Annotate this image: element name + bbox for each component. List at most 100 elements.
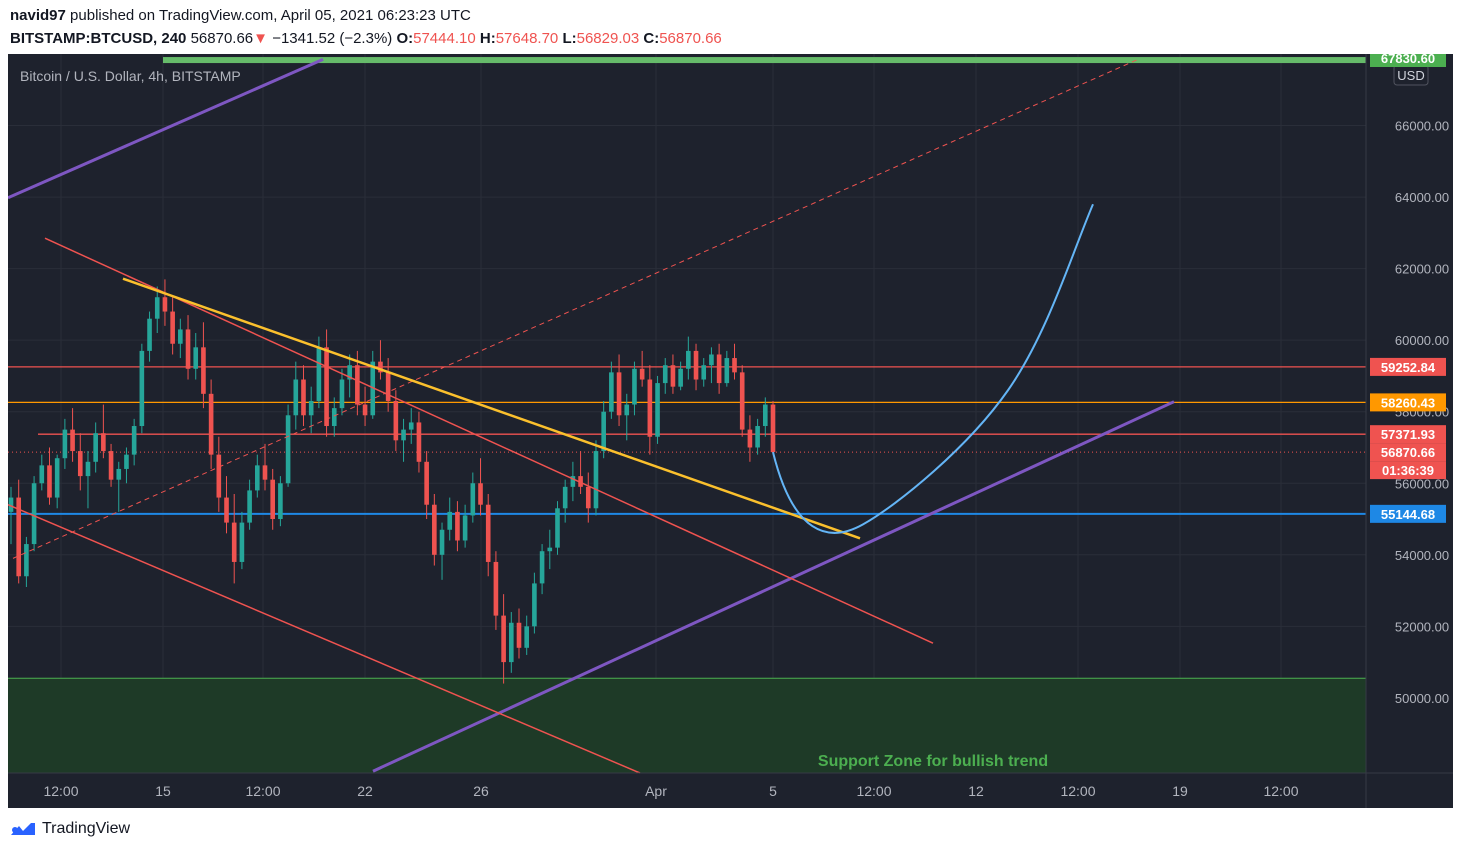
- candle: [231, 493, 237, 584]
- candle: [47, 447, 52, 505]
- candle: [216, 436, 222, 512]
- candle: [77, 433, 83, 491]
- candle: [85, 451, 91, 509]
- candle: [101, 404, 106, 459]
- candle-body: [170, 311, 175, 344]
- candle-body: [162, 297, 168, 312]
- candle: [8, 486, 14, 545]
- author-name[interactable]: navid97: [10, 7, 66, 24]
- candle: [393, 390, 399, 452]
- x-tick-label: 12:00: [1060, 783, 1095, 799]
- candle-body: [193, 347, 199, 369]
- candle-body: [47, 465, 52, 498]
- top-green-band: [163, 57, 1366, 64]
- candle-body: [532, 583, 537, 627]
- candle-body: [493, 561, 499, 616]
- candle: [24, 536, 29, 587]
- candle: [154, 286, 160, 334]
- candle-body: [555, 508, 560, 548]
- candle: [693, 343, 699, 391]
- price-label-badge: [1370, 49, 1446, 67]
- high-label: H:: [479, 30, 496, 47]
- tradingview-logo-icon: [11, 823, 35, 835]
- candle: [439, 522, 445, 580]
- candle: [201, 322, 206, 409]
- candle-body: [39, 465, 45, 484]
- candle: [555, 501, 560, 555]
- candle-body: [254, 465, 260, 491]
- candle-body: [401, 429, 406, 441]
- purple-lower-trendline: [372, 400, 1175, 773]
- candle: [493, 551, 499, 630]
- candle: [301, 365, 306, 427]
- candle: [639, 350, 645, 387]
- candle: [485, 493, 491, 577]
- purple-upper-trendline: [7, 57, 324, 200]
- support-zone-rect: [8, 678, 1366, 773]
- symbol-label: BITSTAMP:BTCUSD, 240: [10, 30, 187, 47]
- candle: [147, 311, 152, 362]
- candle-body: [485, 504, 491, 562]
- yellow-trendline: [122, 277, 861, 540]
- low-label: L:: [562, 30, 577, 47]
- y-tick-label: 62000.00: [1395, 262, 1449, 277]
- tradingview-footer[interactable]: TradingView: [10, 820, 130, 838]
- candle-body: [739, 372, 745, 430]
- candle-body: [470, 483, 476, 516]
- candle-body: [647, 379, 653, 437]
- close-label: C:: [643, 30, 660, 47]
- price-chart[interactable]: Support Zone for bullish trend Bitcoin / …: [7, 49, 1453, 808]
- candle: [616, 354, 622, 427]
- candle: [124, 447, 129, 484]
- candle: [462, 504, 468, 548]
- candle-body: [747, 429, 753, 448]
- candle: [362, 386, 368, 427]
- candle: [93, 422, 98, 473]
- candle-body: [662, 365, 668, 384]
- y-tick-label: 64000.00: [1395, 190, 1449, 205]
- candle: [724, 350, 730, 387]
- tradingview-brand: TradingView: [42, 820, 131, 837]
- candle-body: [385, 372, 391, 401]
- candle-body: [124, 454, 129, 469]
- candle-body: [77, 451, 83, 477]
- candle: [178, 318, 183, 359]
- change-value: −1341.52 (−2.3%): [272, 30, 393, 47]
- candle-body: [378, 361, 383, 373]
- candle: [378, 340, 383, 380]
- x-tick-label: 12:00: [856, 783, 891, 799]
- candle-body: [270, 479, 276, 520]
- candle: [701, 358, 707, 387]
- chart-area[interactable]: Support Zone for bullish trend Bitcoin / …: [7, 49, 1453, 808]
- candle-body: [524, 626, 530, 648]
- candle-body: [562, 486, 568, 509]
- candle-body: [54, 458, 60, 498]
- candle-body: [85, 461, 91, 477]
- candle: [416, 411, 422, 473]
- candle: [501, 594, 506, 684]
- candle-body: [185, 329, 191, 369]
- candle: [632, 361, 637, 416]
- x-tick-label: 12: [968, 783, 984, 799]
- open-value: 57444.10: [413, 30, 476, 47]
- candle-body: [762, 404, 768, 427]
- price-label-badge: [1370, 357, 1446, 376]
- candle-body: [701, 365, 707, 380]
- candle: [678, 361, 683, 391]
- candle: [547, 529, 553, 570]
- candle-body: [439, 529, 445, 555]
- candle-body: [693, 350, 699, 380]
- projection-curve: [772, 203, 1094, 534]
- candle-body: [393, 400, 399, 441]
- candle-body: [593, 451, 599, 509]
- candle-body: [424, 461, 429, 505]
- candle: [278, 476, 283, 527]
- candle-body: [547, 547, 553, 552]
- candle-body: [609, 372, 614, 412]
- candle: [108, 443, 114, 487]
- candle-body: [93, 433, 98, 462]
- candle-body: [139, 350, 145, 427]
- candle-body: [131, 426, 137, 455]
- candle: [308, 386, 314, 434]
- candle-body: [116, 468, 122, 480]
